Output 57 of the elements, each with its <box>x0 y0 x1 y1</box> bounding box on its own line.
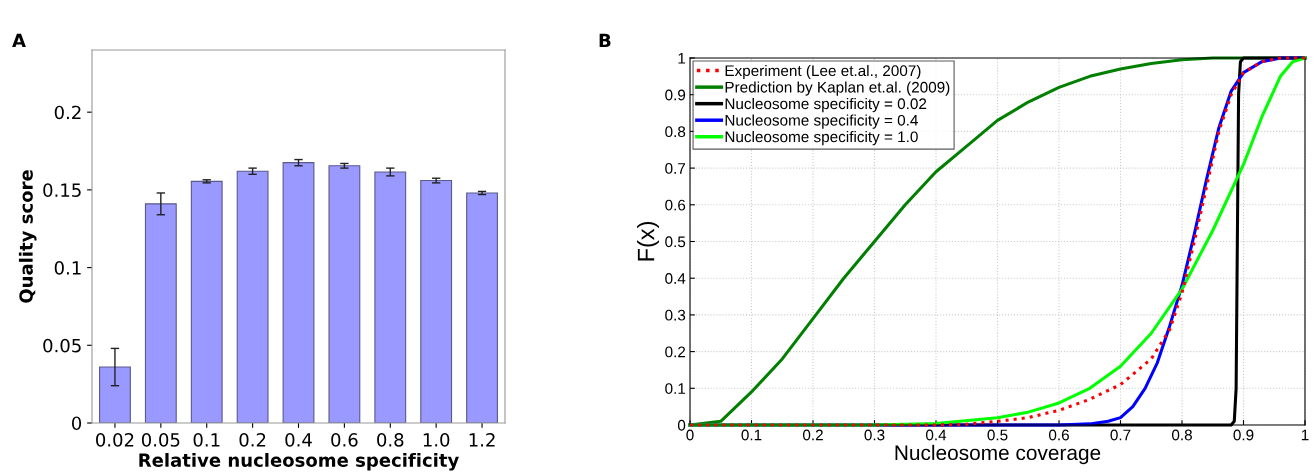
text: A <box>12 33 26 47</box>
y-tick-label: 0.5 <box>665 236 686 248</box>
x-tick-label: 1.0 <box>423 433 450 447</box>
y-tick-label: 0.6 <box>665 199 686 211</box>
legend-label: Prediction by Kaplan et.al. (2009) <box>725 81 950 96</box>
x-tick-label: 1.2 <box>469 433 495 447</box>
y-tick-label: 0.9 <box>665 89 686 101</box>
y-tick-label: 0.2 <box>54 105 81 120</box>
legend-label: Experiment (Lee et.al., 2007) <box>725 64 921 80</box>
x-tick-label: 0.6 <box>1048 429 1069 441</box>
y-tick-label: 0.4 <box>665 273 686 284</box>
bar <box>236 170 269 423</box>
bar <box>328 165 361 423</box>
x-tick-label: 0.05 <box>141 433 180 447</box>
bar <box>99 366 131 423</box>
y-tick-label: 1 <box>678 53 686 64</box>
legend-label: Nucleosome specificity = 1.0 <box>725 131 918 146</box>
x-tick-label: 1 <box>1301 429 1309 441</box>
y-tick-label: 0.1 <box>665 383 686 394</box>
x-tick-label: 0.1 <box>741 429 762 441</box>
x-tick-label: 0.8 <box>377 433 404 447</box>
x-axis-title: Nucleosome coverage <box>895 444 1101 465</box>
bar <box>420 179 453 423</box>
y-tick-label: 0.15 <box>43 183 81 197</box>
x-tick-label: 0.7 <box>1110 429 1131 441</box>
y-tick-label: 0 <box>677 419 686 431</box>
bar <box>282 162 315 423</box>
y-tick-label: 0 <box>71 416 82 431</box>
bar <box>190 180 223 423</box>
x-tick-label: 0.9 <box>1233 429 1254 441</box>
x-tick-label: 0.6 <box>331 433 358 447</box>
y-axis-title: Quality score <box>18 170 37 303</box>
legend-label: Nucleosome specificity = 0.02 <box>725 97 927 113</box>
legend-label: Nucleosome specificity = 0.4 <box>725 114 918 129</box>
x-tick-label: 0.4 <box>925 429 947 441</box>
x-tick-label: 0.1 <box>193 433 220 447</box>
line-series <box>688 56 1307 427</box>
x-tick-label: 0 <box>686 429 694 441</box>
y-tick-label: 0.7 <box>665 162 686 174</box>
x-tick-label: 0.2 <box>239 433 266 447</box>
x-tick-label: 0.02 <box>96 433 134 447</box>
y-tick-label: 0.05 <box>43 338 81 353</box>
bar <box>374 171 407 423</box>
y-tick-label: 0.3 <box>665 309 686 321</box>
x-tick-label: 0.4 <box>285 433 312 447</box>
y-tick-label: 0.8 <box>665 126 686 138</box>
x-tick-label: 0.8 <box>1171 429 1192 441</box>
y-tick-label: 0.1 <box>54 261 81 275</box>
text: B <box>599 33 611 47</box>
x-axis-title: Relative nucleosome specificity <box>139 452 459 471</box>
x-tick-label: 0.2 <box>802 429 823 441</box>
y-tick-label: 0.2 <box>665 346 686 358</box>
bar <box>466 192 498 423</box>
x-tick-label: 0.5 <box>987 429 1008 441</box>
bar <box>144 203 177 423</box>
x-tick-label: 0.3 <box>864 429 885 441</box>
y-axis-title: F(x) <box>637 221 660 261</box>
